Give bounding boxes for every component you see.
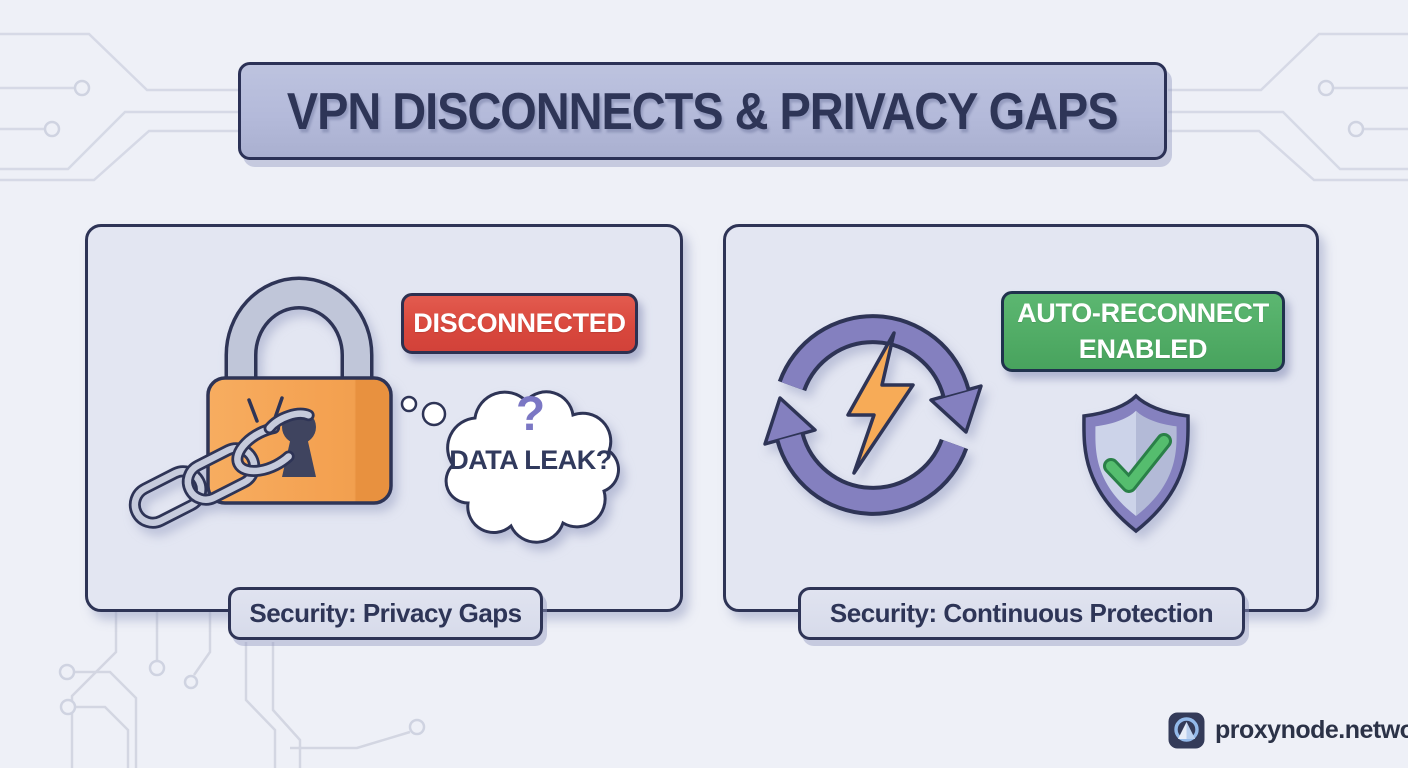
status-badge-label: DISCONNECTED (413, 308, 626, 338)
crack-sparks (247, 396, 284, 423)
data-leak-text: DATA LEAK? (449, 445, 612, 475)
brand-name: proxynode.network (1215, 715, 1408, 744)
thought-cloud (444, 390, 620, 544)
check-icon (1103, 433, 1172, 493)
title-banner: VPN DISCONNECTS & PRIVACY GAPS (238, 62, 1167, 160)
broken-padlock-icon (128, 276, 393, 529)
status-badge-line2: ENABLED (1078, 333, 1208, 364)
caption-continuous-protection: Security: Continuous Protection (798, 587, 1245, 640)
status-badge-disconnected: DISCONNECTED (401, 293, 638, 354)
lightning-bolt-icon (846, 331, 915, 475)
auto-reconnect-arrows-icon (763, 314, 983, 516)
shield-check-icon (1082, 393, 1190, 534)
caption-privacy-gaps: Security: Privacy Gaps (228, 587, 543, 640)
thought-bubble-trail (400, 395, 447, 427)
status-badge-line1: AUTO-RECONNECT (1017, 298, 1269, 329)
caption-label: Security: Privacy Gaps (249, 598, 522, 628)
panel-continuous-protection: AUTO-RECONNECT ENABLED (723, 224, 1319, 612)
brand-logo-icon (1168, 712, 1205, 748)
panel-privacy-gaps: DISCONNECTED ? DATA LEAK? (85, 224, 683, 612)
caption-label: Security: Continuous Protection (829, 598, 1214, 628)
question-mark: ? (515, 388, 546, 441)
brand-footer: proxynode.network (1168, 711, 1408, 749)
status-badge-auto-reconnect: AUTO-RECONNECT ENABLED (1001, 291, 1285, 372)
broken-chain-icon (128, 407, 315, 529)
page-title: VPN DISCONNECTS & PRIVACY GAPS (287, 81, 1119, 141)
